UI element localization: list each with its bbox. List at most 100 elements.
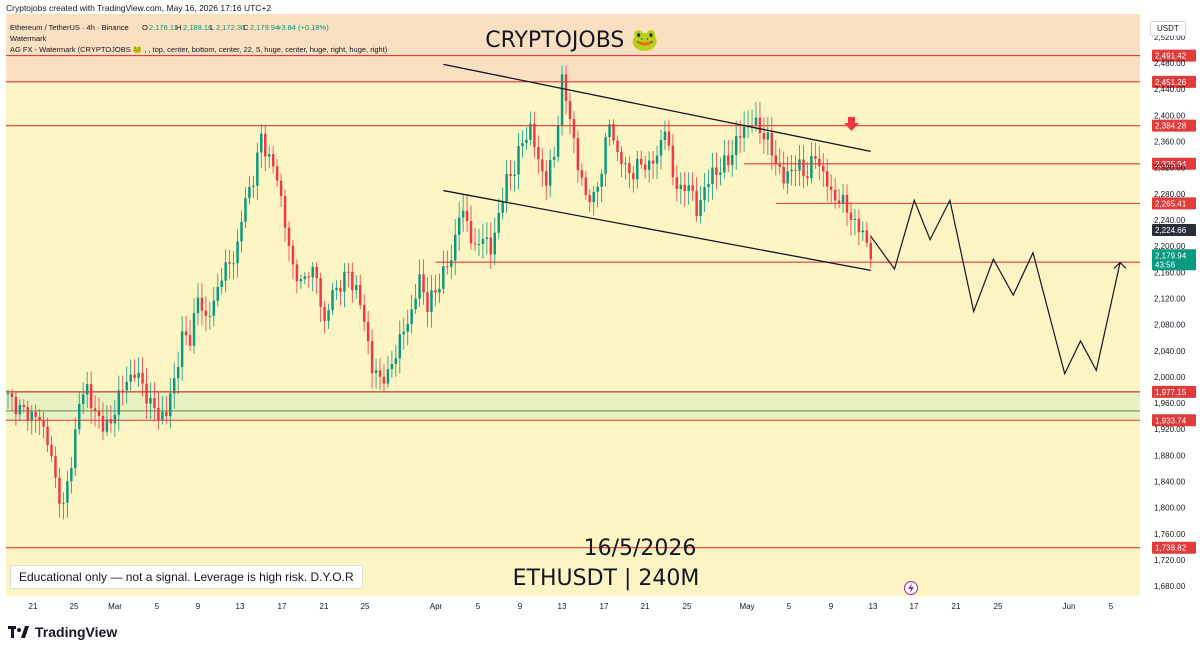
tradingview-brand[interactable]: TradingView <box>8 624 117 640</box>
candle-body <box>473 243 477 245</box>
candle-body <box>335 287 338 291</box>
candle-body <box>370 341 374 374</box>
candle-body <box>54 456 57 478</box>
candle-body <box>208 315 212 317</box>
candle-body <box>434 290 437 293</box>
candle-body <box>260 133 263 153</box>
time-tick-label: 5 <box>155 602 160 611</box>
candle-body <box>50 444 53 457</box>
time-axis[interactable]: 21 25 Mar 5 9 13 17 21 25 Apr 5 9 13 17 21 25 May 5 9 13 17 2… <box>6 596 1140 616</box>
level-price-tag[interactable] <box>1152 157 1196 170</box>
projection-path[interactable] <box>870 198 1121 376</box>
time-tick-label: 25 <box>994 602 1003 611</box>
candle-body <box>790 169 793 172</box>
level-price-tag[interactable] <box>1152 119 1196 132</box>
current-price-tag[interactable] <box>1152 249 1196 271</box>
price-axis[interactable]: 2,491.42 2,451.26 2,384.28 2,325.94 2,265.41… <box>1140 14 1200 602</box>
lightning-icon[interactable] <box>904 581 918 595</box>
level-price-tag[interactable] <box>1152 75 1196 88</box>
last-close-label: 2,224.66 <box>1155 226 1187 235</box>
candle-body <box>620 152 623 164</box>
price-tick-label: 2,360.00 <box>1154 138 1186 147</box>
time-tick-label: 21 <box>952 602 961 611</box>
candle-body <box>374 370 378 374</box>
candle-body <box>362 304 366 323</box>
candle-body <box>141 372 144 384</box>
candle-body <box>137 372 140 378</box>
level-price-tag[interactable] <box>1152 541 1196 554</box>
legend-close-key: C <box>243 23 249 32</box>
candle-body <box>279 180 283 197</box>
candle-body <box>679 184 683 189</box>
level-price-tag[interactable] <box>1152 385 1196 398</box>
candle-body <box>248 187 251 199</box>
candle-body <box>331 290 334 311</box>
candle-body <box>592 191 595 203</box>
currency-badge[interactable]: USDT <box>1150 21 1186 36</box>
time-tick-label: 25 <box>70 602 79 611</box>
candle-body <box>457 217 461 235</box>
time-tick-label: 25 <box>683 602 692 611</box>
candle-body <box>42 420 45 427</box>
candle-body <box>422 274 425 293</box>
candle-body <box>691 185 694 191</box>
candle-body <box>358 284 362 305</box>
candle-body <box>386 369 390 384</box>
candle-body <box>596 186 599 192</box>
candle-body <box>188 335 192 346</box>
candle-body <box>22 404 26 408</box>
candle-body <box>501 201 504 213</box>
candle-body <box>841 194 845 204</box>
price-tick-label: 2,320.00 <box>1154 164 1186 173</box>
support-zone <box>6 391 1140 421</box>
candle-body <box>616 140 619 153</box>
candle-body <box>727 155 730 166</box>
candle-body <box>161 411 164 420</box>
watermark-cryptojobs: CRYPTOJOBS 🐸 <box>485 28 659 53</box>
candle-body <box>754 117 758 126</box>
legend-change: +3.84 (+0.18%) <box>277 23 329 32</box>
candle-body <box>299 279 303 282</box>
candle-body <box>390 364 394 370</box>
last-close-tag[interactable] <box>1152 224 1196 237</box>
price-tick-label: 2,000.00 <box>1154 373 1186 382</box>
candle-body <box>105 419 109 432</box>
candle-body <box>418 274 421 299</box>
time-tick-label: Mar <box>108 602 122 611</box>
candle-body <box>117 390 121 415</box>
time-tick-label: Apr <box>430 602 443 611</box>
legend-close-value: 2,179.94 <box>250 23 279 32</box>
price-tick-label: 2,480.00 <box>1154 59 1186 68</box>
candle-body <box>414 298 417 310</box>
zones-layer <box>6 14 1140 421</box>
candle-body <box>339 287 342 292</box>
candle-body <box>236 241 239 264</box>
legend-symbol: Ethereum / TetherUS · 4h · Binance <box>10 23 129 32</box>
legend-open-key: O <box>142 23 148 32</box>
candle-body <box>426 292 429 312</box>
time-tick-label: 17 <box>910 602 919 611</box>
candle-body <box>600 173 603 187</box>
level-price-label: 2,451.26 <box>1155 78 1187 87</box>
candle-body <box>169 393 172 417</box>
candle-body <box>517 146 520 175</box>
red-arrow-icon <box>844 117 859 131</box>
price-tick-label: 2,160.00 <box>1154 268 1186 277</box>
level-price-tag[interactable] <box>1152 197 1196 210</box>
candle-body <box>66 481 69 503</box>
candle-body <box>200 297 204 311</box>
level-price-tag[interactable] <box>1152 49 1196 62</box>
current-price-countdown: 43:56 <box>1155 260 1176 269</box>
candle-body <box>252 185 255 188</box>
candle-body <box>687 185 690 191</box>
candle-body <box>38 416 41 421</box>
time-tick-label: 13 <box>236 602 245 611</box>
channel-upper-trendline[interactable] <box>443 63 871 152</box>
candle-body <box>723 155 726 173</box>
candle-body <box>145 383 148 404</box>
candle-body <box>628 163 631 174</box>
level-price-tag[interactable] <box>1152 414 1196 427</box>
candle-body <box>351 271 354 291</box>
channel-lower-trendline[interactable] <box>443 189 871 271</box>
